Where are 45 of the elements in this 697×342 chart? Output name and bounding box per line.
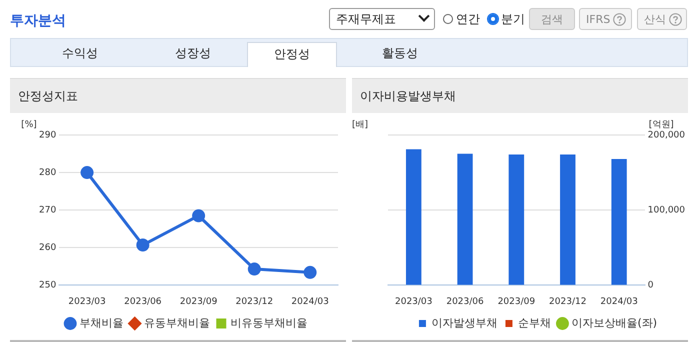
y-tick-label: 260 (38, 242, 56, 253)
x-tick-label: 2023/09 (498, 296, 536, 307)
y2-tick-label: 0 (648, 280, 654, 291)
y2-tick-label: 200,000 (648, 130, 686, 140)
text: 안정성 (247, 42, 337, 67)
legend-label: 부채비율 (79, 316, 124, 330)
x-tick-label: 2023/03 (68, 296, 106, 307)
x-tick-label: 2023/06 (124, 296, 162, 307)
x-tick-label: 2023/12 (549, 296, 586, 307)
legend-label: 이자보상배율(좌) (571, 316, 658, 330)
point (248, 262, 261, 276)
x-tick-label: 2023/09 (180, 296, 218, 307)
point (136, 238, 150, 252)
text: IFRS (586, 12, 610, 26)
text: 연간 (456, 10, 480, 28)
y-tick-label: 270 (38, 205, 56, 216)
text: 활동성 (381, 45, 419, 62)
chart-title: 이자비용발생부채 (352, 78, 688, 113)
x-tick-label: 2024/03 (600, 296, 638, 307)
chart-title: 안정성지표 (10, 78, 346, 113)
point (80, 166, 94, 180)
text: 분기 (501, 10, 525, 28)
legend-label: 이자발생부채 (431, 316, 498, 330)
x-tick-label: 2023/12 (236, 296, 274, 307)
y-tick-label: 280 (38, 168, 56, 178)
y-tick-label: 250 (38, 280, 56, 291)
text: 검색 (541, 12, 563, 26)
y-axis-title: [%] (21, 120, 37, 130)
y2-axis-title: [억원] (648, 120, 674, 130)
legend-label: 순부채 (518, 316, 551, 330)
text: 투자분석 (10, 12, 66, 30)
text: 산식 (644, 12, 666, 26)
y-axis-title: [배] (352, 120, 368, 130)
text: 성장성 (174, 45, 212, 62)
text: 주재무제표 (336, 10, 396, 28)
point (304, 266, 317, 279)
x-tick-label: 2023/03 (394, 296, 432, 307)
point (192, 209, 206, 222)
legend-label: 유동부채비율 (144, 316, 210, 330)
text: 수익성 (61, 45, 99, 62)
y2-tick-label: 100,000 (648, 205, 686, 216)
x-tick-label: 2023/06 (446, 296, 484, 307)
legend-label: 비유동부채비율 (230, 316, 308, 330)
x-tick-label: 2024/03 (291, 296, 329, 307)
y-tick-label: 290 (38, 130, 56, 140)
